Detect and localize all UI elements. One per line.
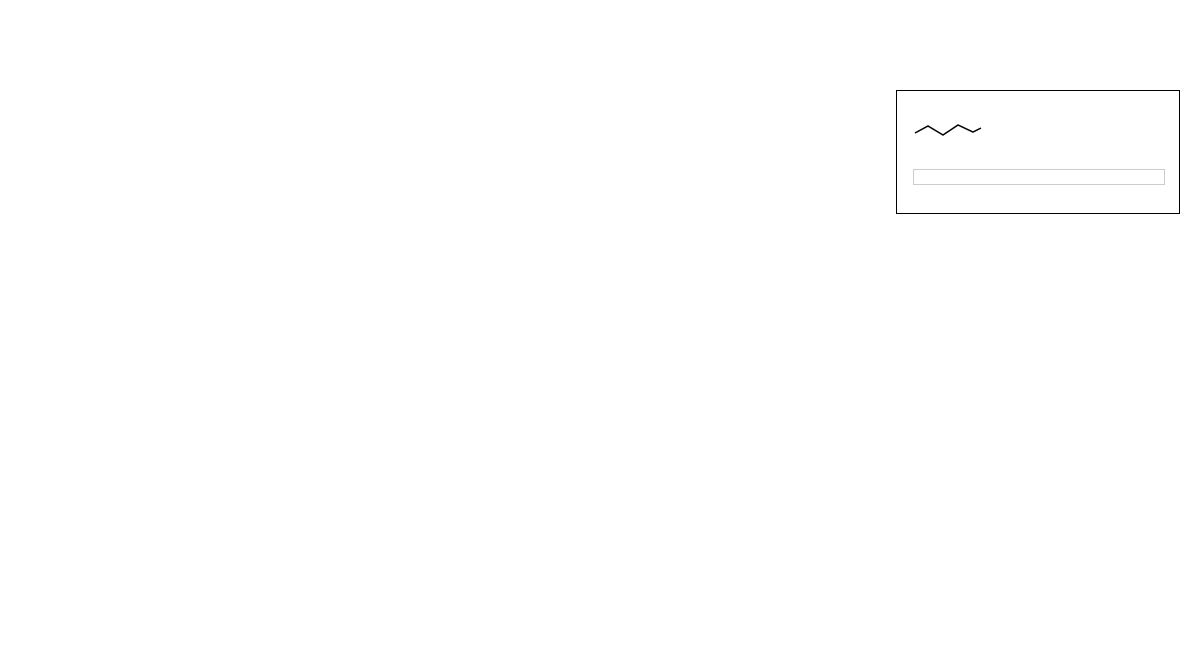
chart2-plot-wrap: [20, 287, 900, 542]
chart-layer: [20, 287, 900, 542]
charts-column: [20, 10, 900, 630]
chart1-svg: [20, 14, 880, 264]
chart-tomographic: [20, 14, 900, 269]
figure-page: [0, 0, 1200, 657]
legend-boundary-row: [913, 119, 1163, 141]
legend-colorbar: [913, 169, 1165, 185]
legend-colorbar-block: [913, 169, 1163, 189]
boundary-curve-icon: [913, 119, 983, 141]
chart1-plot-wrap: [20, 14, 900, 269]
legend-box: [896, 90, 1180, 214]
chart2-svg: [20, 287, 880, 537]
